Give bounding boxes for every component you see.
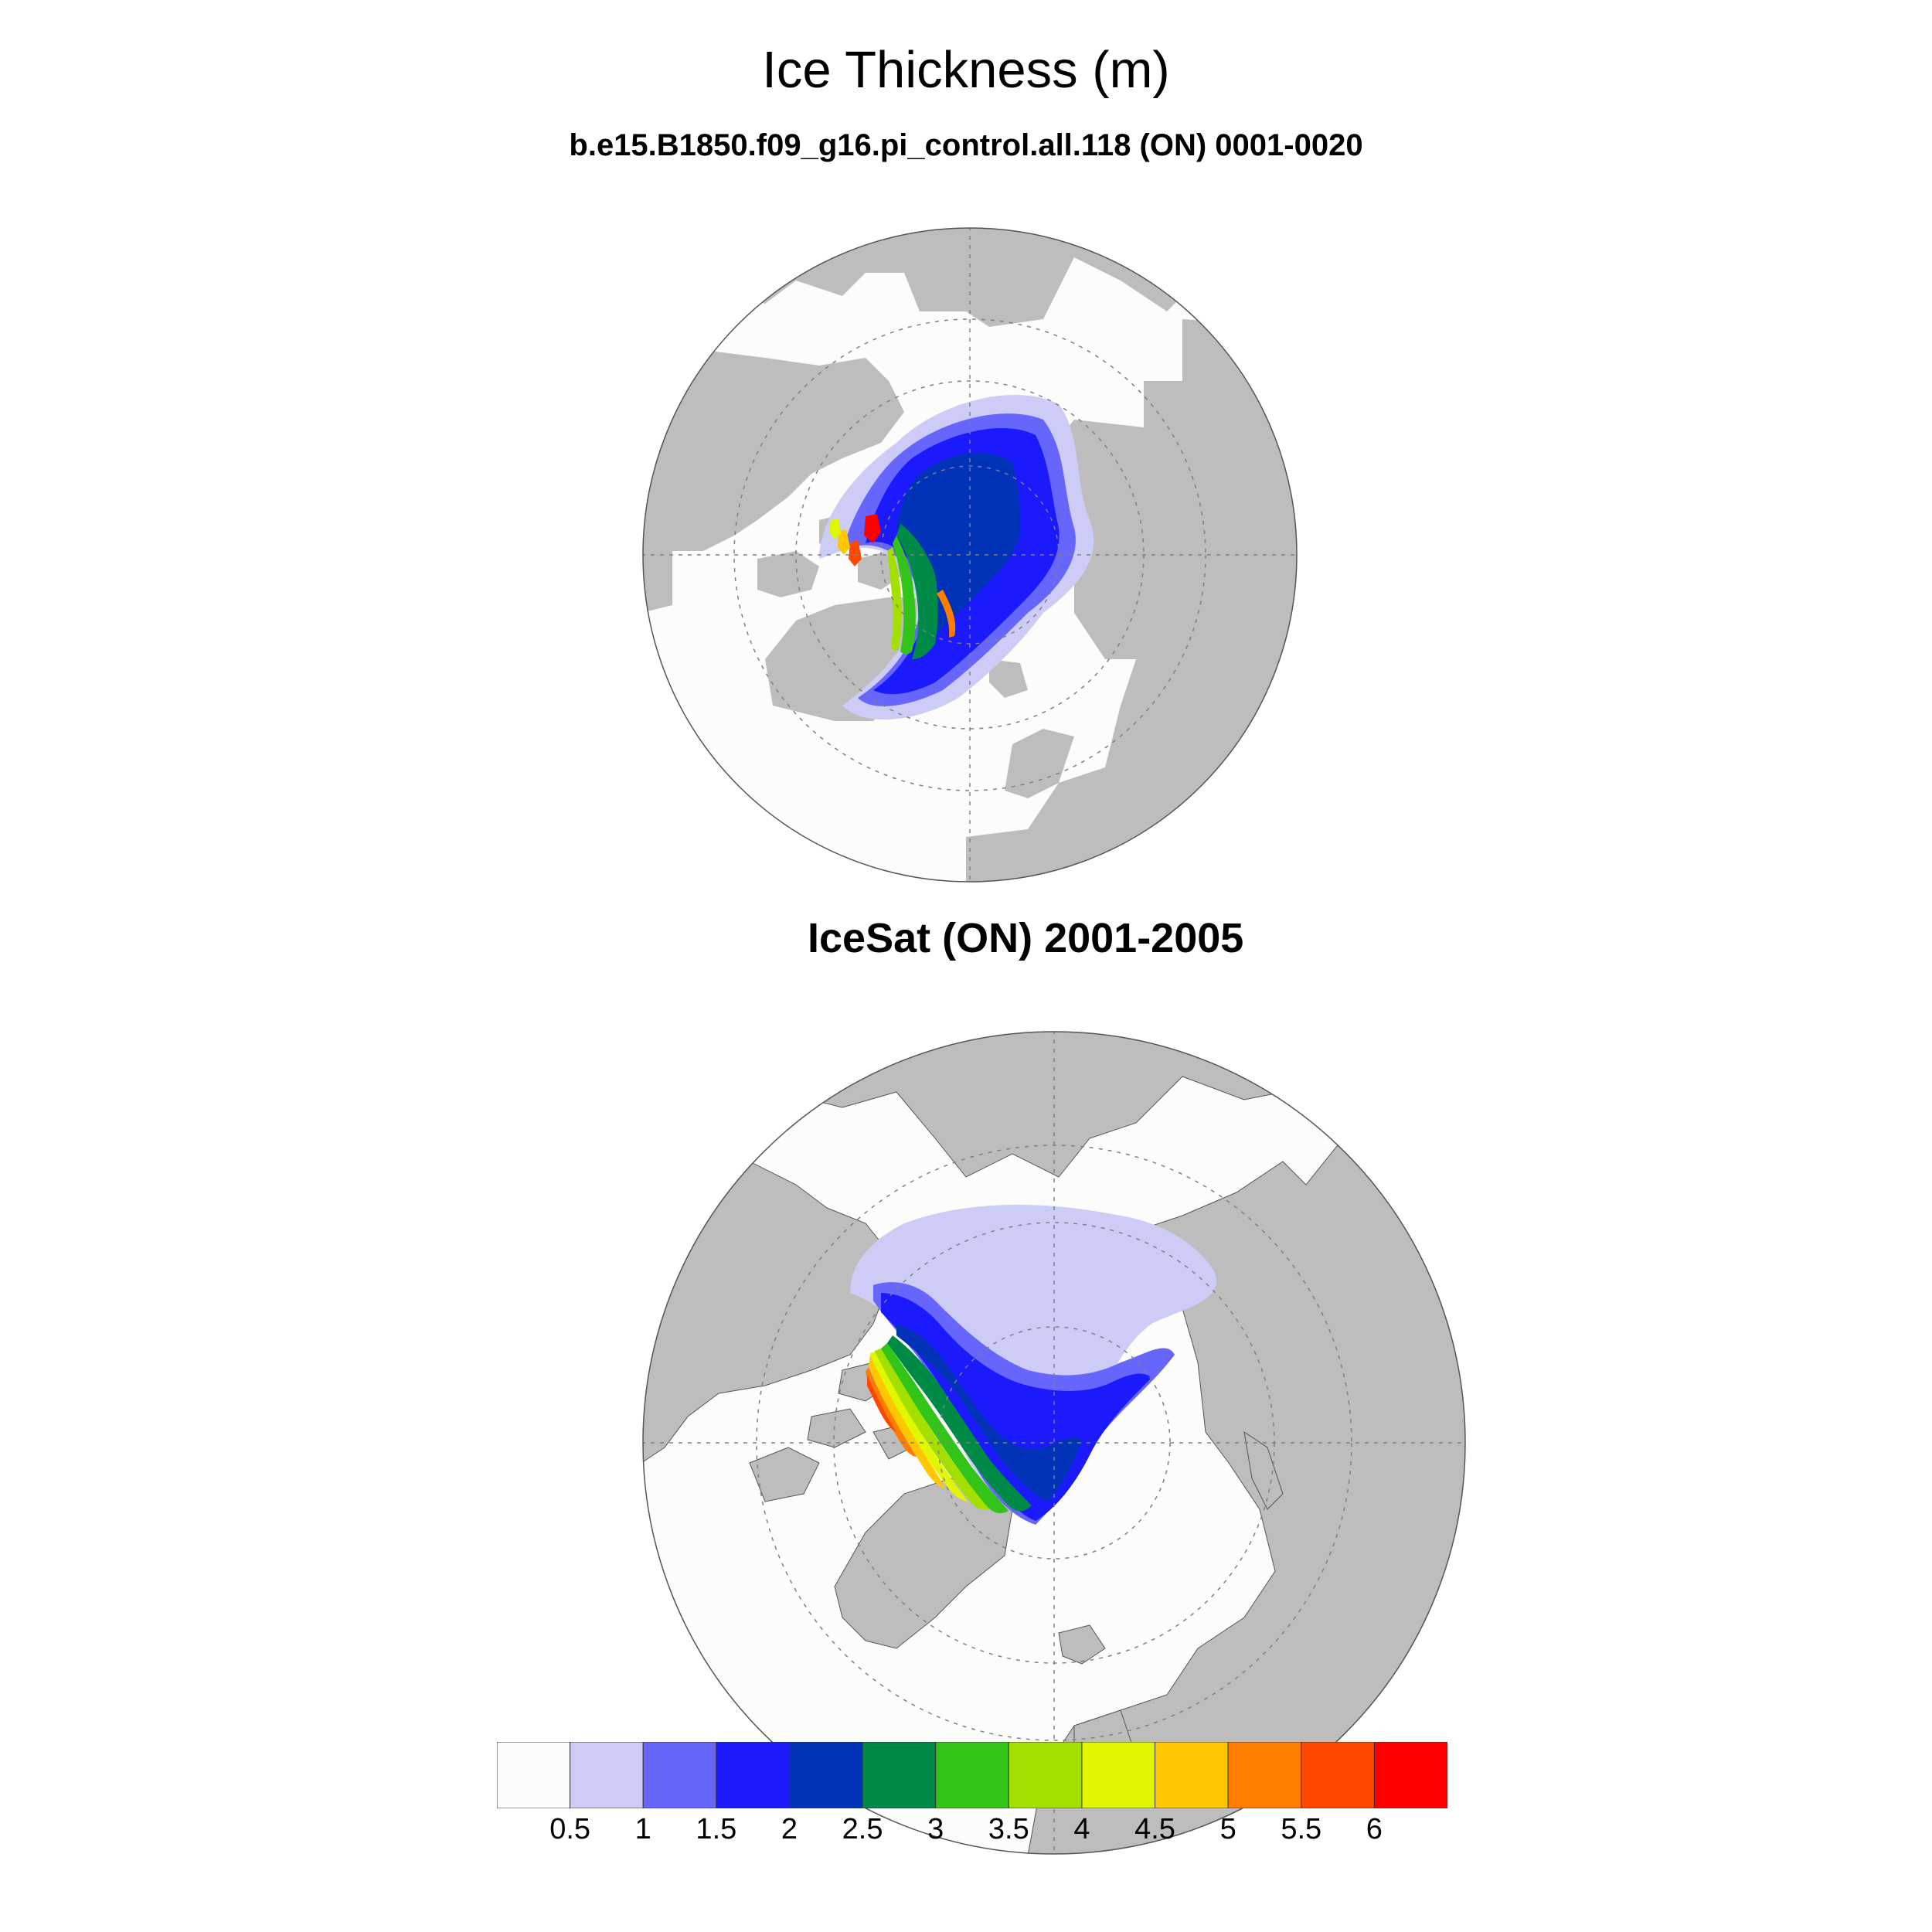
colorbar-tick-label: 4.5 [1134, 1813, 1175, 1845]
colorbar-tick-label: 1.5 [696, 1813, 737, 1845]
model-ice-6plus [864, 514, 881, 543]
colorbar-swatch [1081, 1742, 1156, 1808]
graticule [643, 1032, 1465, 1854]
model-ice-45-5 [838, 529, 850, 555]
land-novaya-zemlya [1113, 536, 1151, 597]
obs-ice-35-4 [875, 1349, 989, 1510]
model-ice-3-35 [893, 536, 916, 655]
colorbar-swatch [570, 1742, 644, 1808]
land-eurasia [1027, 1145, 1465, 1854]
colorbar-swatch [642, 1742, 717, 1808]
obs-ice-5-55 [866, 1367, 917, 1457]
panel2-title: IceSat (ON) 2001-2005 [808, 915, 1244, 961]
icesat-ice-thickness-map [642, 1031, 1466, 1855]
obs-ice-25-3 [887, 1335, 1032, 1512]
obs-ice-45-5 [869, 1355, 944, 1489]
land-archipelago [757, 551, 819, 597]
model-ice-35-4 [887, 547, 902, 651]
colorbar-tick-label: 2 [781, 1813, 798, 1845]
colorbar-tick-label: 3 [927, 1813, 944, 1845]
colorbar-tick-label: 4 [1073, 1813, 1090, 1845]
figure-title: Ice Thickness (m) [762, 41, 1170, 99]
obs-ice-4-45 [870, 1352, 968, 1502]
colorbar-swatch [1373, 1742, 1447, 1808]
colorbar-tick-labels: 0.5 1 1.5 2 2.5 3 3.5 4 4.5 5 5.5 6 [0, 1813, 1932, 1859]
land-north-america [643, 319, 904, 613]
graticule [643, 228, 1297, 882]
panel1-subtitle: b.e15.B1850.f09_g16.pi_control.all.118 (… [569, 128, 1363, 162]
colorbar-tick-label: 2.5 [842, 1813, 883, 1845]
model-ice-4-45 [829, 519, 841, 539]
model-ice-2-25 [896, 453, 1020, 636]
colorbar-tick-label: 6 [1366, 1813, 1383, 1845]
land-novaya-zemlya [1243, 1430, 1284, 1510]
map-border [642, 1031, 1466, 1855]
colorbar-swatch [716, 1742, 790, 1808]
colorbar-swatch [1301, 1742, 1375, 1808]
colorbar-swatch [1155, 1742, 1229, 1808]
colorbar-tick-label: 5.5 [1281, 1813, 1322, 1845]
colorbar [497, 1742, 1447, 1808]
colorbar-swatch [1227, 1742, 1302, 1808]
colorbar-swatch [788, 1742, 863, 1808]
colorbar-swatch [935, 1742, 1009, 1808]
land-scandinavia [1005, 729, 1074, 798]
map-border [642, 227, 1298, 883]
colorbar-tick-label: 5 [1219, 1813, 1236, 1845]
colorbar-swatch [497, 1742, 571, 1808]
model-ice-25-3 [896, 524, 938, 659]
model-ice-thickness-map [642, 227, 1298, 883]
land-svalbard [1058, 1624, 1106, 1665]
colorbar-tick-label: 3.5 [988, 1813, 1029, 1845]
obs-ice-lt1 [850, 1205, 1216, 1517]
model-ice-greenland-band [937, 590, 956, 638]
colorbar-swatch [862, 1742, 937, 1808]
colorbar-swatch [1008, 1742, 1083, 1808]
land-svalbard [989, 659, 1028, 698]
obs-ice-2-25 [896, 1324, 1082, 1502]
obs-ice-15-2 [881, 1293, 1151, 1521]
model-ice-55-6 [849, 539, 862, 566]
land-archipelago [749, 1447, 820, 1502]
colorbar-tick-label: 1 [634, 1813, 651, 1845]
colorbar-tick-label: 0.5 [549, 1813, 591, 1845]
obs-ice-3-35 [881, 1343, 1009, 1514]
